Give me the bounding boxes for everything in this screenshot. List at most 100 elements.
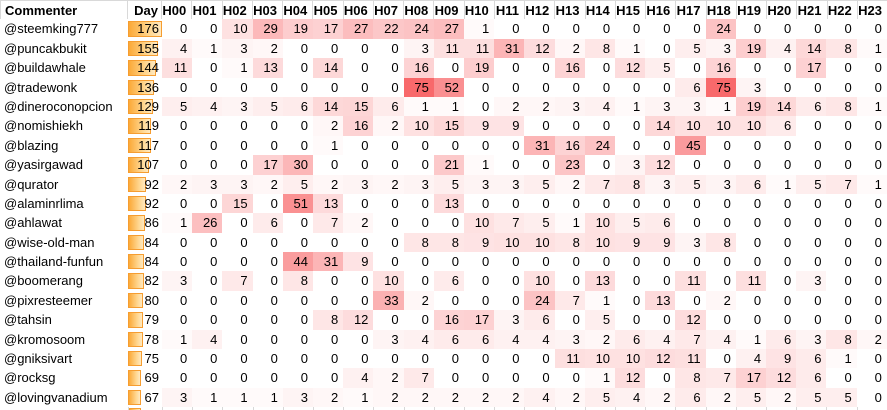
commenter-cell[interactable]: @qurator — [4, 176, 59, 192]
hour-cell-h15[interactable]: 1 — [615, 96, 646, 117]
hour-cell-h17[interactable]: 10 — [675, 116, 706, 136]
hour-cell-h19[interactable]: 3 — [735, 77, 767, 97]
hour-cell-h22[interactable]: 0 — [826, 232, 857, 253]
hour-cell-h10[interactable]: 0 — [464, 271, 495, 291]
hour-cell-h13[interactable]: 3 — [554, 329, 585, 350]
hour-cell-h18[interactable]: 24 — [705, 19, 736, 39]
col-header-h15[interactable]: H15 — [615, 0, 646, 20]
hour-cell-h20[interactable]: 0 — [766, 213, 797, 233]
col-header-h14[interactable]: H14 — [585, 0, 616, 20]
day-cell[interactable]: 117 — [128, 136, 162, 155]
hour-cell-h04[interactable]: 0 — [282, 310, 314, 330]
hour-cell-h08[interactable]: 75 — [403, 77, 434, 97]
hour-cell-h18[interactable]: 16 — [705, 58, 736, 78]
hour-cell-h13[interactable]: 16 — [554, 135, 585, 156]
commenter-cell[interactable]: @tahsin — [4, 312, 52, 328]
hour-cell-h01[interactable]: 26 — [192, 213, 223, 233]
day-cell[interactable]: 107 — [128, 155, 162, 174]
hour-cell-h17[interactable]: 11 — [675, 349, 706, 369]
day-cell[interactable]: 86 — [128, 213, 162, 232]
day-cell[interactable]: 84 — [128, 252, 162, 271]
hour-cell-h05[interactable]: 0 — [313, 368, 344, 388]
hour-cell-h06[interactable]: 27 — [343, 19, 374, 39]
hour-cell-h02[interactable]: 0 — [222, 77, 253, 97]
hour-cell-h15[interactable]: 8 — [615, 174, 646, 194]
hour-cell-h18[interactable]: 0 — [705, 135, 736, 156]
hour-cell-h22[interactable]: 0 — [826, 368, 857, 388]
hour-cell-h23[interactable]: 0 — [856, 349, 887, 369]
hour-cell-h21[interactable]: 0 — [796, 252, 827, 272]
hour-cell-h08[interactable]: 0 — [403, 271, 434, 291]
hour-cell-h03[interactable]: 0 — [252, 310, 283, 330]
hour-cell-h15[interactable]: 6 — [615, 329, 646, 350]
hour-cell-h05[interactable]: 0 — [313, 232, 344, 253]
hour-cell-h08[interactable]: 10 — [403, 116, 434, 136]
hour-cell-h07[interactable]: 33 — [373, 290, 404, 311]
hour-cell-h23[interactable]: 0 — [856, 232, 887, 253]
hour-cell-h05[interactable]: 14 — [313, 58, 344, 78]
hour-cell-h08[interactable]: 3 — [403, 38, 434, 59]
hour-cell-h07[interactable]: 2 — [373, 174, 404, 194]
hour-cell-h04[interactable]: 5 — [282, 174, 314, 194]
col-header-h21[interactable]: H21 — [797, 0, 828, 20]
hour-cell-h05[interactable]: 0 — [313, 349, 344, 369]
hour-cell-h08[interactable]: 24 — [403, 19, 434, 39]
hour-cell-h08[interactable]: 16 — [403, 58, 434, 78]
day-cell[interactable]: 129 — [128, 97, 162, 116]
hour-cell-h17[interactable]: 0 — [675, 290, 706, 311]
hour-cell-h13[interactable]: 0 — [554, 310, 585, 330]
hour-cell-h17[interactable]: 0 — [675, 252, 706, 272]
commenter-cell[interactable]: @boomerang — [4, 273, 83, 289]
hour-cell-h02[interactable]: 3 — [222, 38, 253, 59]
hour-cell-h04[interactable]: 3 — [282, 387, 314, 408]
hour-cell-h00[interactable]: 0 — [162, 349, 193, 369]
hour-cell-h21[interactable]: 6 — [796, 349, 827, 369]
hour-cell-h23[interactable]: 0 — [856, 135, 887, 156]
hour-cell-h02[interactable]: 10 — [222, 19, 253, 39]
day-cell[interactable]: 78 — [128, 330, 162, 349]
day-cell[interactable]: 67 — [128, 388, 162, 407]
hour-cell-h04[interactable]: 0 — [282, 213, 314, 233]
hour-cell-h00[interactable]: 0 — [162, 155, 193, 175]
hour-cell-h18[interactable]: 0 — [705, 310, 736, 330]
hour-cell-h06[interactable]: 1 — [343, 387, 374, 408]
hour-cell-h23[interactable]: 1 — [856, 96, 887, 117]
hour-cell-h15[interactable]: 12 — [615, 368, 646, 388]
hour-cell-h05[interactable]: 0 — [313, 155, 344, 175]
hour-cell-h20[interactable]: 0 — [766, 135, 797, 156]
hour-cell-h22[interactable]: 0 — [826, 77, 857, 97]
hour-cell-h19[interactable]: 0 — [735, 232, 767, 253]
hour-cell-h07[interactable]: 22 — [373, 19, 404, 39]
hour-cell-h00[interactable]: 0 — [162, 232, 193, 253]
hour-cell-h15[interactable]: 4 — [615, 387, 646, 408]
col-header-h09[interactable]: H09 — [434, 0, 465, 20]
day-cell[interactable]: 79 — [128, 310, 162, 329]
hour-cell-h07[interactable]: 0 — [373, 155, 404, 175]
hour-cell-h13[interactable]: 0 — [554, 19, 585, 39]
hour-cell-h12[interactable]: 6 — [524, 310, 555, 330]
hour-cell-h10[interactable]: 0 — [464, 368, 495, 388]
hour-cell-h02[interactable]: 0 — [222, 368, 253, 388]
hour-cell-h13[interactable]: 11 — [554, 349, 585, 369]
hour-cell-h12[interactable]: 0 — [524, 368, 555, 388]
hour-cell-h06[interactable]: 4 — [343, 368, 374, 388]
hour-cell-h19[interactable]: 10 — [735, 116, 767, 136]
hour-cell-h01[interactable]: 0 — [192, 135, 223, 156]
hour-cell-h13[interactable]: 1 — [554, 213, 585, 233]
hour-cell-h21[interactable]: 0 — [796, 19, 827, 39]
hour-cell-h08[interactable]: 0 — [403, 252, 434, 272]
hour-cell-h12[interactable]: 10 — [524, 232, 555, 253]
hour-cell-h21[interactable]: 0 — [796, 193, 827, 214]
hour-cell-h14[interactable]: 0 — [584, 19, 616, 39]
hour-cell-h01[interactable]: 0 — [192, 19, 223, 39]
hour-cell-h01[interactable]: 0 — [192, 252, 223, 272]
hour-cell-h14[interactable]: 24 — [584, 135, 616, 156]
hour-cell-h12[interactable]: 0 — [524, 349, 555, 369]
hour-cell-h14[interactable]: 2 — [584, 329, 616, 350]
hour-cell-h20[interactable]: 0 — [766, 77, 797, 97]
hour-cell-h21[interactable]: 0 — [796, 232, 827, 253]
hour-cell-h07[interactable]: 2 — [373, 387, 404, 408]
hour-cell-h06[interactable]: 3 — [343, 174, 374, 194]
hour-cell-h17[interactable]: 12 — [675, 310, 706, 330]
hour-cell-h13[interactable]: 0 — [554, 368, 585, 388]
